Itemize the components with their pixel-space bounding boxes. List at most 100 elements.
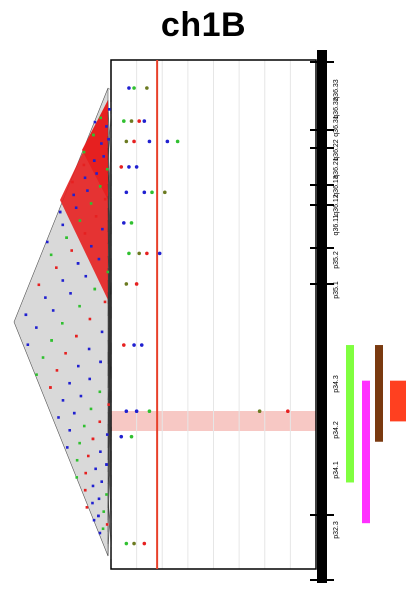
ld-dot	[87, 347, 91, 351]
data-point	[129, 119, 134, 123]
band-label: q36.12	[333, 194, 340, 216]
ld-dot	[98, 531, 102, 535]
ld-dot	[76, 262, 80, 265]
ld-dot	[98, 420, 102, 424]
ld-dot	[55, 266, 58, 269]
marker-connector	[107, 402, 112, 545]
data-point	[127, 251, 131, 256]
data-point	[127, 165, 131, 169]
data-point	[132, 139, 136, 144]
ld-dot	[35, 326, 38, 329]
ld-dot	[70, 249, 73, 252]
ld-dot	[86, 189, 89, 192]
ld-dot	[91, 146, 95, 150]
ld-dot	[91, 484, 95, 488]
data-point	[286, 409, 290, 414]
ld-dot	[84, 471, 88, 475]
data-point	[129, 221, 134, 225]
ld-dot	[100, 480, 104, 483]
ld-dot	[108, 108, 111, 111]
ld-dot	[93, 287, 97, 291]
data-point	[137, 119, 141, 123]
chromosome-bar	[317, 50, 327, 583]
ld-dot	[88, 317, 92, 321]
ld-dot	[74, 206, 78, 210]
ld-dot	[89, 202, 93, 205]
ld-dot	[78, 219, 82, 222]
ld-dot	[50, 339, 53, 342]
chart-title: ch1B	[160, 6, 247, 44]
ld-dot	[101, 527, 105, 531]
ld-dot	[72, 193, 75, 197]
ld-dot	[26, 343, 30, 346]
ld-dot	[24, 313, 28, 317]
marker-connector	[107, 234, 112, 521]
ld-dot	[94, 467, 97, 471]
ld-dot	[51, 309, 55, 312]
data-point	[175, 139, 180, 144]
ld-dot	[58, 210, 62, 214]
ld-dot	[93, 120, 97, 124]
data-point	[142, 541, 147, 546]
ld-dot	[69, 292, 72, 295]
ld-dot	[107, 403, 110, 406]
ld-dot	[61, 223, 65, 227]
band-label: q36.11	[333, 214, 340, 235]
gene-bar	[362, 380, 370, 524]
band-label: q36.21	[333, 157, 340, 179]
ld-dot	[105, 463, 108, 466]
data-point	[132, 541, 136, 546]
ld-dot	[91, 501, 94, 505]
ld-dot	[103, 300, 107, 304]
band-label: q36.33	[333, 79, 340, 101]
data-point	[142, 119, 147, 123]
ld-dot	[100, 142, 103, 145]
ld-dot	[92, 159, 96, 162]
data-point	[132, 343, 136, 347]
data-point	[137, 251, 141, 256]
ld-dot	[35, 373, 38, 376]
ld-dot	[103, 197, 107, 201]
data-point	[119, 434, 124, 439]
marker-connector	[107, 102, 112, 365]
ld-dot	[82, 424, 86, 428]
data-point	[124, 409, 129, 414]
ld-dot	[92, 518, 96, 522]
ld-dot	[49, 253, 53, 257]
band-label: p34.2	[333, 421, 340, 439]
ld-dot	[65, 236, 68, 239]
gene-bar	[346, 345, 354, 483]
ld-dot	[102, 155, 105, 158]
ld-dot	[99, 129, 102, 132]
ld-dot	[86, 454, 90, 458]
data-point	[145, 251, 149, 256]
data-point	[132, 86, 136, 90]
band-label: p34.3	[333, 375, 340, 393]
ld-dot	[85, 506, 89, 509]
data-point	[145, 86, 149, 90]
ld-dot	[82, 150, 86, 154]
marker-connector	[107, 318, 112, 533]
ld-dot	[98, 185, 102, 188]
data-point	[150, 190, 154, 195]
data-point	[119, 165, 124, 169]
ld-dot	[65, 446, 69, 449]
ld-dot	[84, 274, 88, 278]
ld-dot	[94, 215, 98, 218]
ld-dot	[45, 240, 49, 244]
ld-dot	[107, 137, 110, 141]
marker-connector	[107, 114, 112, 161]
ld-dot	[82, 163, 86, 167]
ld-dot	[49, 386, 52, 389]
ld-dot	[37, 283, 41, 287]
ld-dot	[64, 351, 67, 355]
data-point	[124, 139, 129, 144]
band-label: p35.1	[333, 281, 340, 299]
ld-dot	[105, 167, 109, 171]
gene-bar	[390, 380, 406, 422]
band-label: p35.2	[333, 251, 340, 269]
plot-frame	[110, 59, 317, 570]
band-label: q36.22	[333, 139, 340, 161]
ld-dot	[95, 172, 98, 175]
